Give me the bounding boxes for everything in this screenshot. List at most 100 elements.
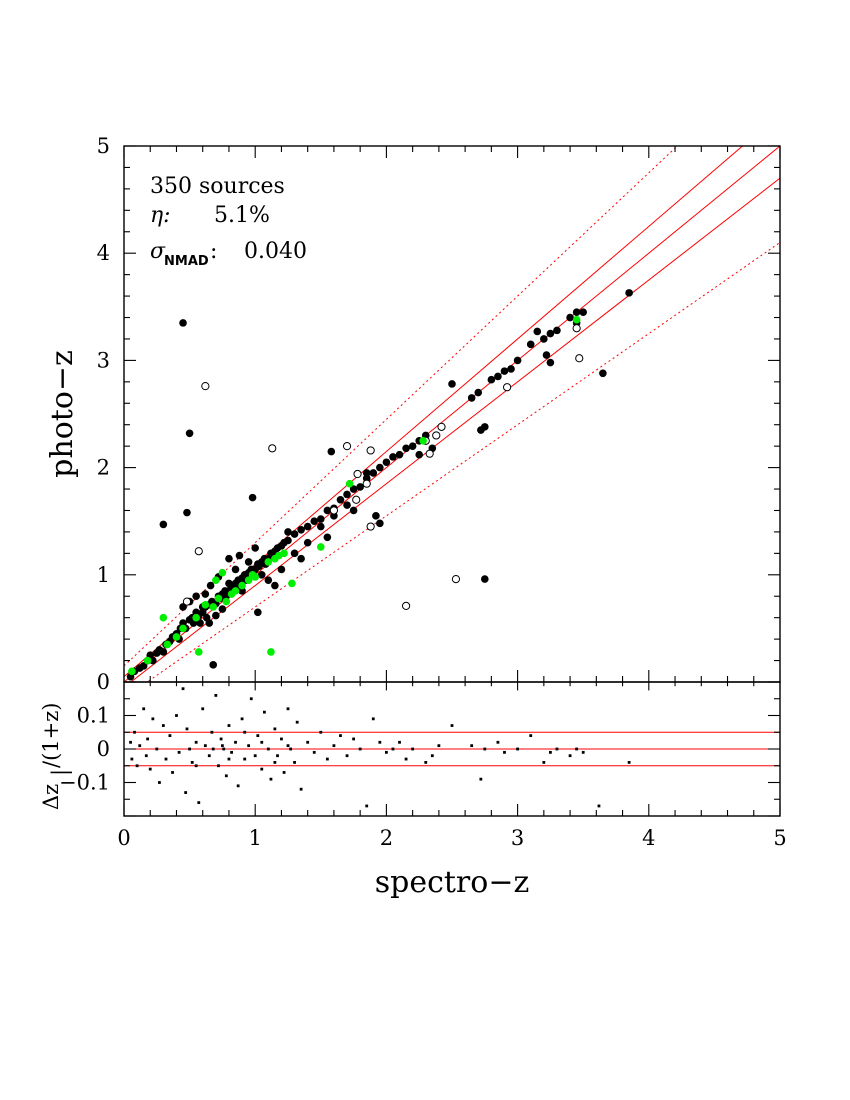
main-data-points <box>126 289 633 681</box>
annotation-sigma-value: 0.040 <box>244 239 307 264</box>
residual-point-77 <box>450 724 454 727</box>
residual-point-40 <box>247 744 251 748</box>
residual-point-98 <box>260 740 264 744</box>
residual-plot-frame <box>123 681 781 817</box>
black-point-60 <box>290 530 299 538</box>
residual-point-17 <box>177 750 181 754</box>
black-point-59 <box>284 536 292 545</box>
black-point-63 <box>310 517 319 525</box>
black-point-68 <box>343 490 351 499</box>
x-tick-label-0: 0 <box>117 826 130 850</box>
black-point-146 <box>201 590 210 598</box>
black-point-61 <box>297 525 305 534</box>
residual-point-43 <box>256 734 260 737</box>
black-point-137 <box>533 327 542 336</box>
residual-point-35 <box>230 750 233 754</box>
black-point-132 <box>415 450 424 459</box>
residual-ylabel-delta: Δz <box>39 784 63 810</box>
black-point-106 <box>192 592 200 601</box>
green-point-15 <box>244 576 253 584</box>
residual-point-22 <box>190 761 194 764</box>
residual-point-45 <box>262 710 266 714</box>
green-point-26 <box>227 590 236 598</box>
green-point-1 <box>143 656 152 665</box>
residual-point-99 <box>273 761 277 764</box>
green-point-22 <box>317 543 325 551</box>
residual-point-49 <box>276 754 279 758</box>
residual-point-42 <box>253 754 257 758</box>
black-point-82 <box>474 388 483 397</box>
residual-point-16 <box>175 714 178 717</box>
black-point-94 <box>579 308 587 316</box>
residual-point-18 <box>181 687 185 691</box>
black-point-87 <box>513 356 522 365</box>
black-point-143 <box>235 551 244 560</box>
residual-point-76 <box>437 744 441 748</box>
residual-point-81 <box>496 740 500 744</box>
x-tick-label-5: 5 <box>773 826 786 850</box>
green-point-18 <box>267 648 275 656</box>
black-point-124 <box>303 538 312 547</box>
residual-y-tick-label-0: 0.1 <box>77 704 110 728</box>
residual-point-4 <box>138 744 142 748</box>
residual-point-90 <box>581 750 585 754</box>
residual-point-88 <box>568 754 572 758</box>
y-tick-label-0: 0 <box>97 670 110 694</box>
residual-point-69 <box>385 750 388 754</box>
black-point-70 <box>356 483 364 491</box>
black-point-84 <box>494 372 502 381</box>
black-point-125 <box>317 522 325 531</box>
x-tick-label-3: 3 <box>511 826 524 850</box>
black-point-77 <box>402 444 410 453</box>
residual-point-51 <box>282 771 286 774</box>
black-point-103 <box>376 519 384 528</box>
residual-plot-panel: 0.1 0 −0.1 0 1 2 3 4 5 Δz | /(1+z) spectro−z <box>39 681 787 900</box>
black-point-122 <box>290 549 299 558</box>
green-point-12 <box>222 597 231 606</box>
black-point-117 <box>257 571 266 579</box>
green-point-21 <box>288 579 296 588</box>
green-point-14 <box>238 581 246 590</box>
annotation-eta-label: η: <box>150 203 171 228</box>
residual-point-0 <box>129 740 132 744</box>
open-point-11 <box>451 574 461 584</box>
open-point-1 <box>268 444 277 453</box>
green-point-6 <box>192 613 200 622</box>
open-point-12 <box>425 449 434 458</box>
residual-reference-lines <box>124 731 780 767</box>
green-point-10 <box>214 594 223 603</box>
black-point-88 <box>526 340 535 349</box>
residual-point-41 <box>249 697 253 701</box>
black-point-91 <box>553 326 561 335</box>
y-tick-label-3: 3 <box>97 348 110 372</box>
black-point-83 <box>487 375 496 384</box>
x-tick-label-1: 1 <box>249 826 262 850</box>
green-point-8 <box>209 603 218 611</box>
black-point-9 <box>159 648 168 656</box>
black-point-90 <box>546 329 555 338</box>
residual-point-26 <box>203 744 207 748</box>
residual-point-52 <box>286 707 290 711</box>
green-point-24 <box>419 437 427 445</box>
black-point-76 <box>395 450 404 459</box>
residual-point-39 <box>243 757 247 761</box>
black-point-3 <box>139 662 148 670</box>
black-point-6 <box>149 656 157 665</box>
residual-point-48 <box>273 727 277 731</box>
black-point-100 <box>159 520 168 529</box>
green-point-7 <box>194 648 203 656</box>
residual-y-tick-label-2: −0.1 <box>59 771 110 795</box>
residual-point-60 <box>325 757 329 761</box>
black-point-114 <box>238 587 246 595</box>
residual-y-axis-title: Δz | /(1+z) <box>39 703 73 810</box>
residual-point-37 <box>236 784 240 788</box>
open-point-2 <box>342 442 352 451</box>
open-point-16 <box>503 383 512 392</box>
black-point-98 <box>179 319 187 327</box>
y-axis-title: photo−z <box>45 350 80 478</box>
residual-point-3 <box>135 764 139 768</box>
residual-point-82 <box>503 750 506 754</box>
black-point-126 <box>323 533 332 542</box>
main-y-tick-labels: 0 1 2 3 4 5 <box>97 134 110 694</box>
